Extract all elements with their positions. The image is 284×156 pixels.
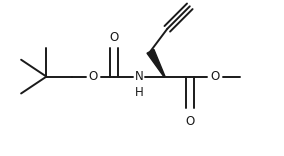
Text: O: O (109, 31, 118, 44)
Text: O: O (88, 70, 97, 83)
Text: H: H (135, 85, 144, 99)
Text: O: O (210, 70, 220, 83)
Polygon shape (147, 49, 165, 77)
Text: N: N (135, 70, 144, 83)
Text: O: O (185, 115, 195, 128)
